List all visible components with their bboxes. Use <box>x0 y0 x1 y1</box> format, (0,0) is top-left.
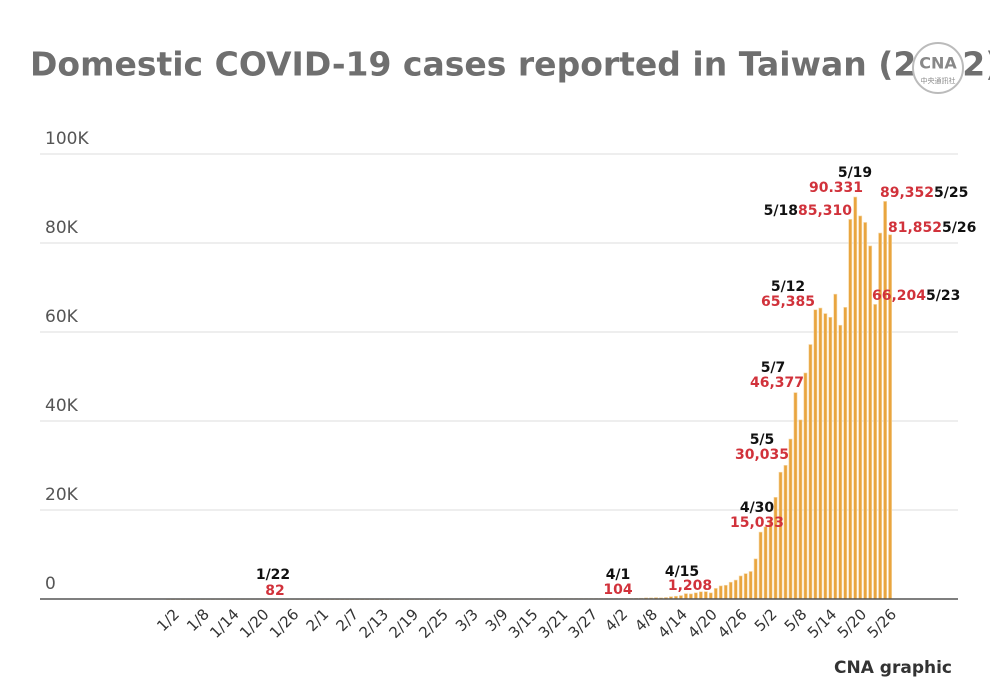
logo-circle <box>912 42 964 94</box>
x-tick-label: 5/2 <box>751 605 781 635</box>
y-tick-label: 100K <box>45 129 89 149</box>
x-tick-label: 4/2 <box>601 605 631 635</box>
bar <box>863 222 868 600</box>
bar <box>713 588 718 600</box>
annotation-date: 5/12 <box>771 279 805 295</box>
annotation-date: 4/1 <box>606 567 631 583</box>
logo-text: CNA <box>919 54 957 73</box>
annotation-date: 5/23 <box>926 288 960 304</box>
chart-title: Domestic COVID-19 cases reported in Taiw… <box>30 45 990 84</box>
bar <box>783 465 788 600</box>
x-tick-label: 5/20 <box>834 605 871 642</box>
bar <box>768 519 773 600</box>
x-tick-label: 2/1 <box>303 605 333 635</box>
value-label: 104 <box>603 582 632 598</box>
x-tick-label: 3/15 <box>505 605 542 642</box>
bar <box>718 585 723 600</box>
bar <box>788 438 793 600</box>
logo-subtext: 中央通訊社 <box>921 76 956 85</box>
logo: CNA 中央通訊社 <box>912 42 964 94</box>
y-tick-label: 60K <box>45 307 79 327</box>
x-tick-label: 1/20 <box>236 605 273 642</box>
value-label: 89,352 <box>880 185 934 201</box>
annotation-date: 5/7 <box>761 360 786 376</box>
x-tick-label: 1/2 <box>153 605 183 635</box>
value-label: 46,377 <box>750 375 804 391</box>
source: CNA graphic <box>834 658 952 678</box>
bar <box>858 215 863 600</box>
x-tick-label: 4/14 <box>654 605 691 642</box>
bar <box>753 558 758 600</box>
x-tick-label: 2/19 <box>385 605 422 642</box>
x-tick-label: 1/26 <box>266 605 303 642</box>
bar <box>733 579 738 600</box>
annotation-date: 5/18 <box>764 203 798 219</box>
bar <box>823 313 828 600</box>
bar <box>793 392 798 600</box>
annotation-date: 5/26 <box>942 220 976 236</box>
y-tick-label: 40K <box>45 396 79 416</box>
x-tick-label: 1/14 <box>206 605 243 642</box>
annotation-date: 4/30 <box>740 500 775 516</box>
bar <box>728 581 733 600</box>
value-label: 82 <box>265 583 284 599</box>
bar <box>848 219 853 600</box>
x-tick-label: 4/26 <box>714 605 751 642</box>
bar <box>723 584 728 600</box>
bar <box>833 293 838 600</box>
bar <box>758 531 763 600</box>
bar <box>763 526 768 600</box>
value-label: 1,208 <box>668 578 712 594</box>
x-tick-label: 3/3 <box>452 605 482 635</box>
x-tick-label: 3/27 <box>565 605 602 642</box>
bar <box>813 309 818 600</box>
bar <box>808 344 813 600</box>
value-label: 81,852 <box>888 220 942 236</box>
bar <box>883 201 888 600</box>
y-tick-label: 80K <box>45 218 79 238</box>
value-label: 15,033 <box>730 515 784 531</box>
x-tick-label: 5/26 <box>864 605 901 642</box>
annotation-date: 5/25 <box>934 185 968 201</box>
bar <box>743 573 748 600</box>
annotation-date: 5/5 <box>750 432 775 448</box>
x-tick-label: 5/14 <box>804 605 841 642</box>
bar <box>873 304 878 600</box>
value-label: 65,385 <box>761 294 815 310</box>
annotation-date: 1/22 <box>256 567 290 583</box>
annotation-date: 4/15 <box>665 564 699 580</box>
bar <box>838 324 843 600</box>
bar <box>798 419 803 600</box>
bar <box>688 593 693 600</box>
x-tick-label: 4/20 <box>684 605 721 642</box>
bar <box>684 593 688 600</box>
y-tick-label: 0 <box>45 574 56 594</box>
bar <box>778 471 783 600</box>
bar <box>738 575 743 600</box>
bar <box>853 196 858 600</box>
y-tick-label: 20K <box>45 485 79 505</box>
annotation-date: 5/19 <box>838 165 872 181</box>
value-label: 85,310 <box>798 203 852 219</box>
bar <box>828 317 833 600</box>
value-label: 30,035 <box>735 447 789 463</box>
value-label: 66,204 <box>872 288 926 304</box>
bar <box>843 307 848 600</box>
x-tick-label: 2/25 <box>415 605 452 642</box>
x-tick-label: 3/21 <box>535 605 572 642</box>
bar <box>748 571 753 600</box>
value-label: 90.331 <box>809 180 863 196</box>
bar <box>773 497 778 600</box>
x-tick-label: 2/13 <box>356 605 393 642</box>
bar <box>818 307 823 600</box>
bar <box>803 372 808 600</box>
